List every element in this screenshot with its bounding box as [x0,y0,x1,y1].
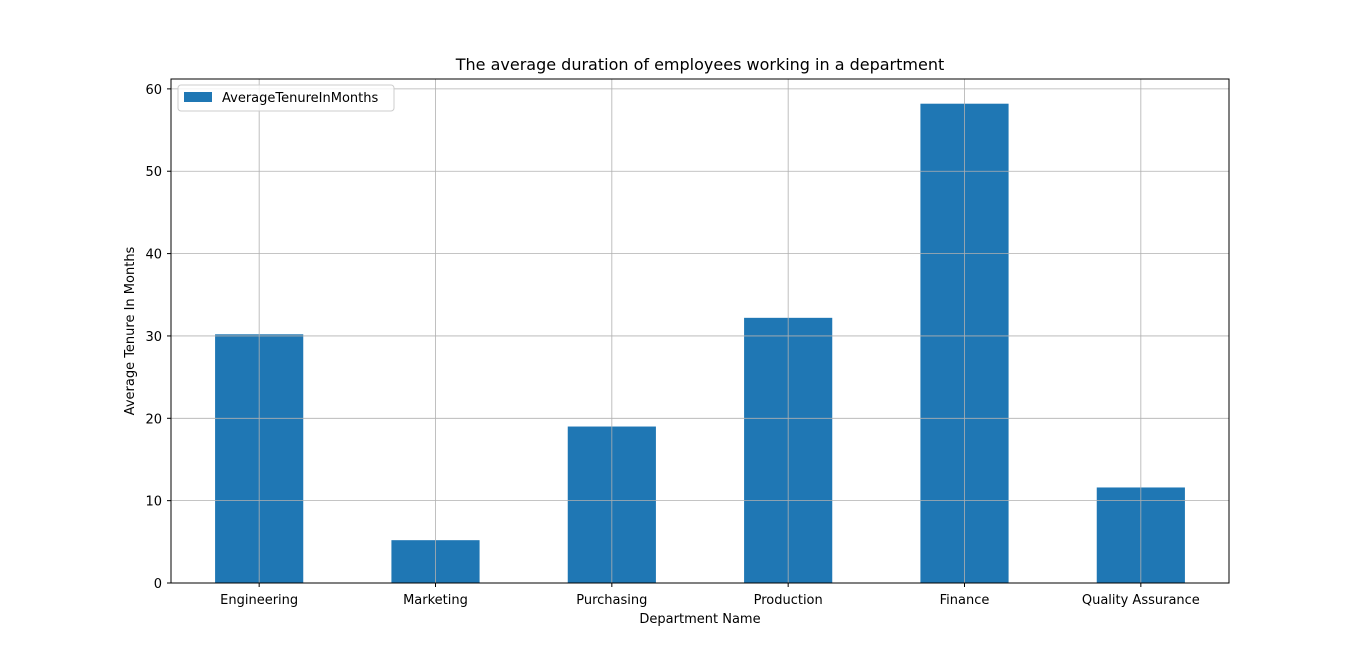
legend: AverageTenureInMonths [177,84,395,112]
y-tick-label: 10 [145,495,162,510]
y-tick-label: 20 [145,412,162,427]
x-tick-label: Finance [940,593,990,608]
y-tick-label: 60 [145,83,162,98]
x-axis-title: Department Name [639,612,760,627]
y-tick-label: 40 [145,248,162,263]
x-tick-label: Engineering [220,593,298,608]
chart-title: The average duration of employees workin… [455,55,945,74]
x-tick-label: Quality Assurance [1082,593,1200,608]
legend-swatch [184,92,212,102]
y-tick-label: 50 [145,165,162,180]
x-tick-label: Marketing [403,593,468,608]
legend-box [177,84,395,112]
x-tick-label: Purchasing [576,593,647,608]
y-axis-title: Average Tenure In Months [123,246,138,415]
plot-frame [170,78,1230,584]
x-tick-label: Production [754,593,823,608]
y-tick-label: 0 [154,577,162,592]
ticks: 0 10 20 30 40 50 60 Engineering Marketing Purchas… [145,83,1199,608]
legend-label: AverageTenureInMonths [222,91,378,106]
y-tick-label: 30 [145,330,162,345]
